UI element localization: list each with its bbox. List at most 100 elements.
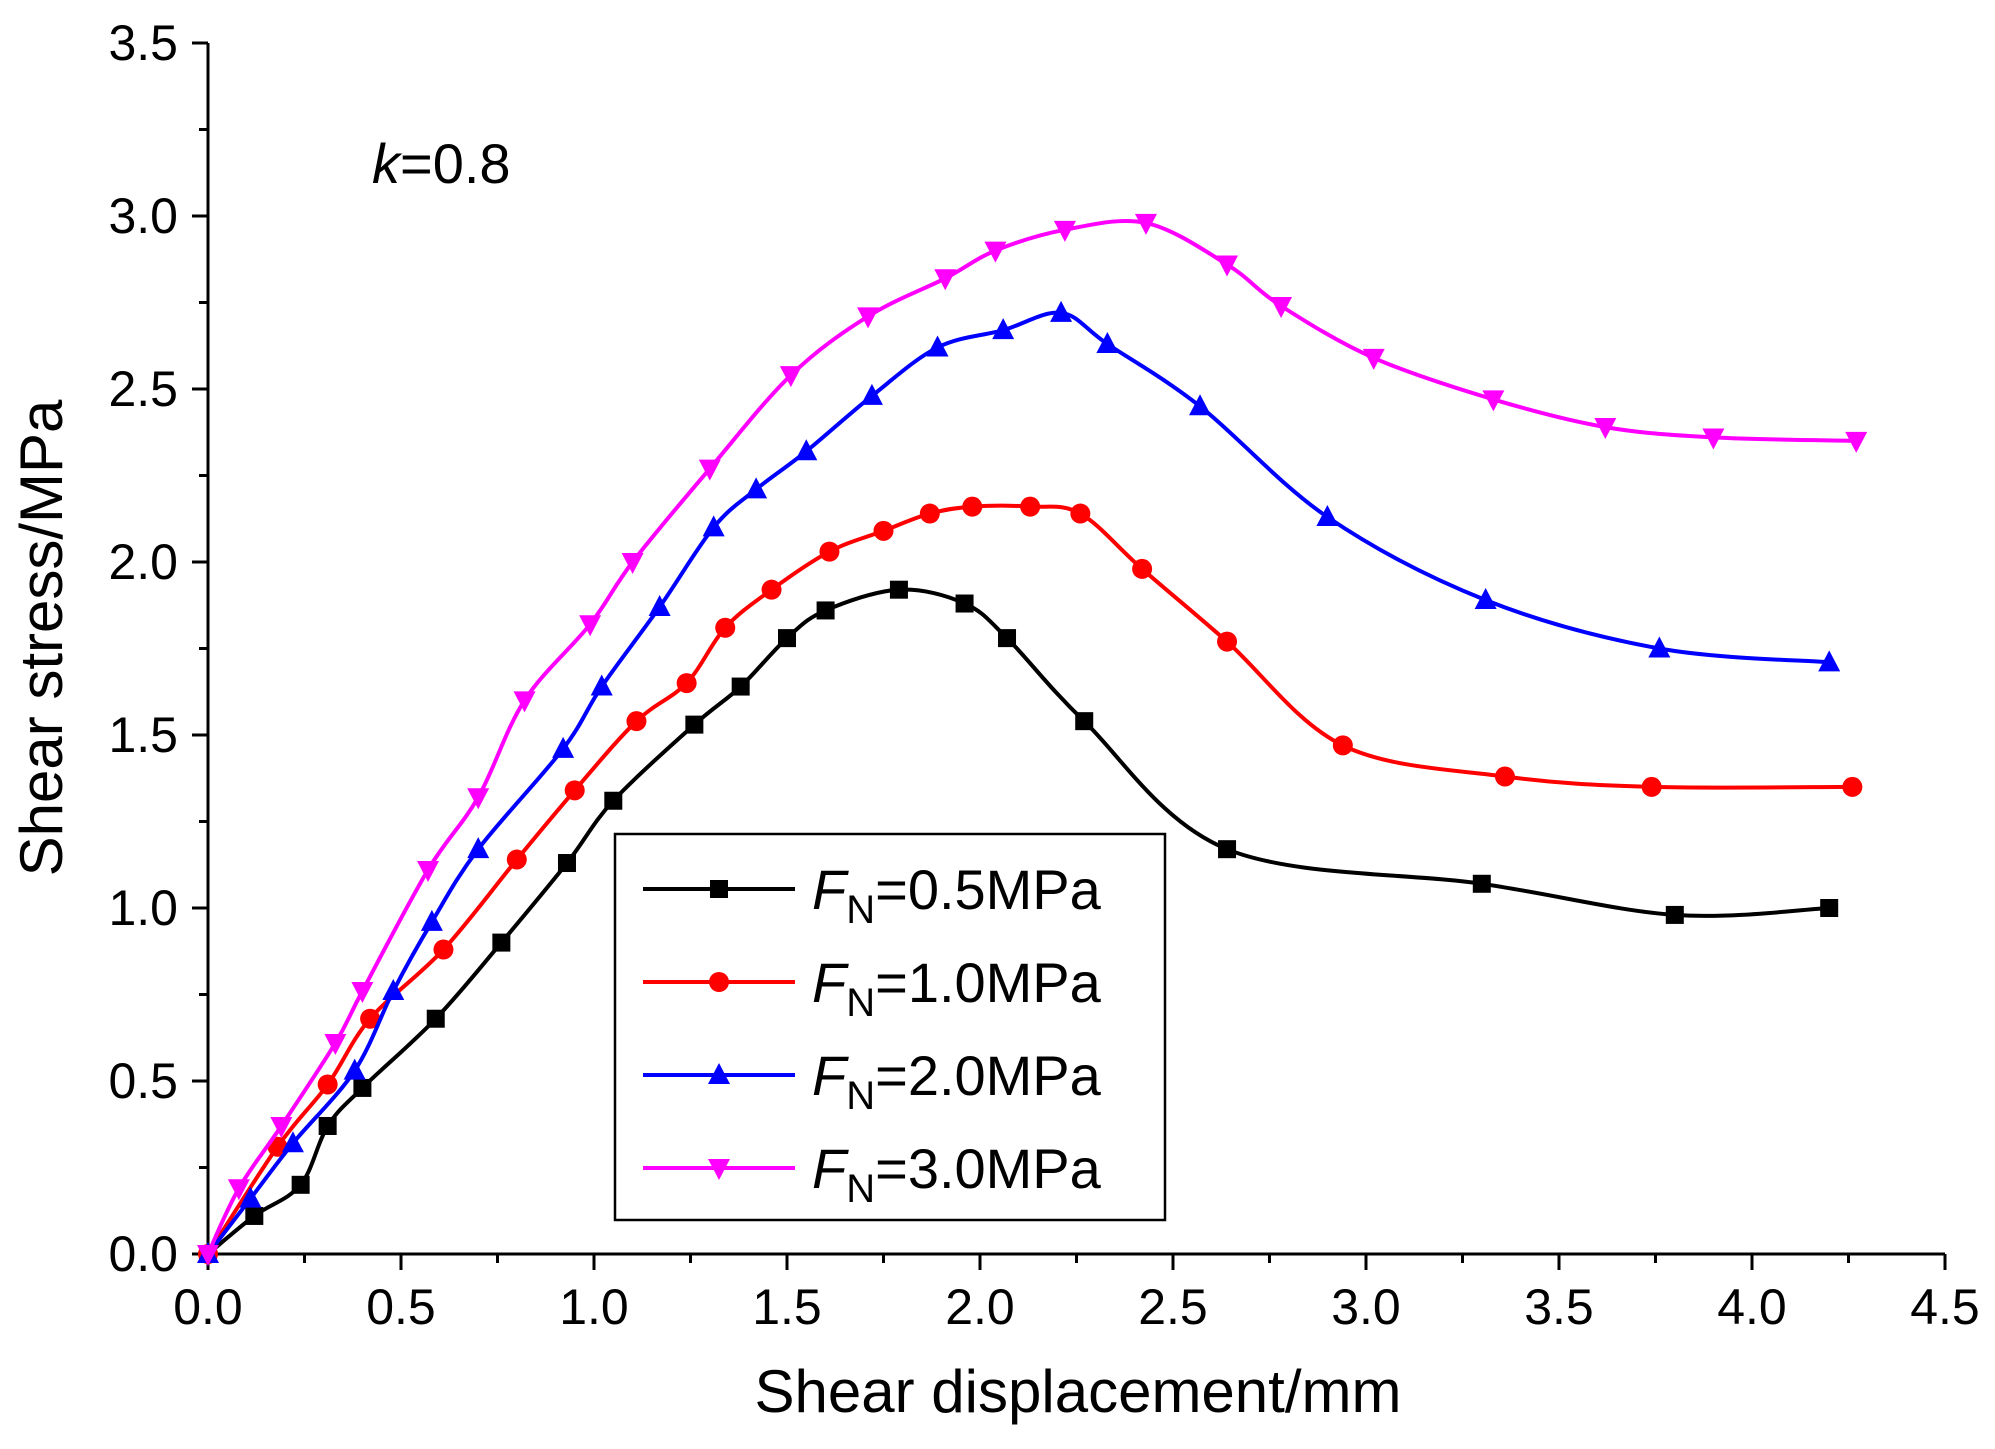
legend-label: FN=2.0MPa <box>812 1044 1102 1118</box>
data-point <box>318 1116 337 1135</box>
data-point <box>1702 428 1725 450</box>
y-tick-label: 3.0 <box>108 188 178 244</box>
data-point <box>1641 776 1662 797</box>
x-axis-title: Shear displacement/mm <box>755 1358 1402 1425</box>
data-point <box>778 629 796 648</box>
data-point <box>621 553 644 574</box>
legend-marker <box>710 880 728 898</box>
y-tick-label: 2.0 <box>108 534 178 590</box>
legend-label: FN=0.5MPa <box>812 858 1102 932</box>
data-point <box>1053 220 1076 242</box>
data-point <box>1270 296 1293 318</box>
data-point <box>557 854 576 873</box>
data-point <box>698 459 721 481</box>
data-point <box>1134 213 1157 235</box>
data-point <box>281 1131 304 1153</box>
data-point <box>926 335 949 357</box>
data-point <box>467 788 490 810</box>
data-point <box>579 615 602 637</box>
data-point <box>715 617 736 638</box>
data-point <box>1020 496 1041 517</box>
y-tick-label: 1.0 <box>108 880 178 936</box>
y-tick-label: 2.5 <box>108 361 178 417</box>
data-point <box>1332 735 1353 756</box>
data-point <box>1050 300 1073 322</box>
data-point <box>420 909 443 931</box>
data-point <box>197 1245 219 1266</box>
data-point <box>351 982 374 1004</box>
data-point <box>1362 348 1385 370</box>
data-point <box>1070 503 1091 524</box>
data-point <box>955 594 974 613</box>
series-3 <box>197 300 1841 1263</box>
x-tick-label: 0.5 <box>366 1279 436 1335</box>
data-point <box>1316 505 1339 527</box>
x-tick-label: 4.5 <box>1910 1279 1980 1335</box>
legend-marker <box>709 972 729 992</box>
y-axis-ticks: 0.0 0.5 1.0 1.5 2.0 2.5 3.0 3.5 <box>108 15 208 1282</box>
data-point <box>513 691 536 713</box>
legend-entry: FN=1.0MPa <box>643 951 1102 1025</box>
legend-marker <box>708 1063 730 1084</box>
data-point <box>934 269 957 291</box>
data-point <box>819 541 840 562</box>
data-point <box>291 1175 310 1194</box>
data-point <box>857 307 880 329</box>
data-point <box>245 1206 264 1225</box>
data-point <box>1216 255 1239 277</box>
series-layer <box>197 213 1868 1266</box>
data-point <box>1842 776 1863 797</box>
legend-label: FN=3.0MPa <box>812 1137 1102 1211</box>
data-point <box>467 837 490 859</box>
data-point <box>626 711 647 732</box>
k-annotation-var: k <box>372 132 403 195</box>
data-point <box>552 736 575 758</box>
y-tick-label: 0.5 <box>108 1053 178 1109</box>
series-line <box>206 503 1853 1256</box>
data-point <box>1845 431 1868 453</box>
data-point <box>417 860 440 882</box>
data-point <box>702 515 725 537</box>
data-point <box>317 1074 338 1095</box>
data-point <box>731 677 750 696</box>
data-point <box>239 1186 262 1208</box>
data-point <box>227 1179 250 1201</box>
x-tick-label: 2.0 <box>945 1279 1015 1335</box>
x-tick-label: 0.0 <box>173 1279 243 1335</box>
data-point <box>1132 558 1153 579</box>
data-point <box>676 673 697 694</box>
legend: FN=0.5MPa FN=1.0MPa FN=2.0MPa FN=3.0MPa <box>613 832 1167 1222</box>
data-point <box>270 1116 293 1138</box>
y-tick-label: 0.0 <box>108 1226 178 1282</box>
k-annotation-value: =0.8 <box>400 132 511 195</box>
data-point <box>984 241 1007 263</box>
data-point <box>324 1033 347 1055</box>
data-point <box>860 383 883 405</box>
data-point <box>1648 636 1671 658</box>
data-point <box>1472 874 1491 893</box>
data-point <box>1096 332 1119 354</box>
data-point <box>962 496 983 517</box>
data-point <box>1494 766 1515 787</box>
y-axis-title: Shear stress/MPa <box>8 399 75 876</box>
data-point <box>426 1009 445 1028</box>
data-point <box>648 594 671 616</box>
data-point <box>492 933 511 952</box>
data-point <box>889 580 908 599</box>
data-point <box>590 674 613 696</box>
data-point <box>604 791 623 810</box>
data-point <box>564 780 585 801</box>
data-point <box>795 439 818 461</box>
x-axis-ticks: 0.0 0.5 1.0 1.5 2.0 2.5 3.0 3.5 4.0 4.5 <box>173 1254 1980 1335</box>
data-point <box>382 979 405 1001</box>
series-line <box>206 218 1857 1255</box>
data-point <box>1075 712 1094 731</box>
legend-marker <box>708 1159 730 1180</box>
data-point <box>506 849 527 870</box>
data-point <box>353 1078 372 1097</box>
data-point <box>343 1058 366 1080</box>
data-point <box>1482 390 1505 412</box>
x-tick-label: 2.5 <box>1138 1279 1208 1335</box>
data-point <box>1474 588 1497 610</box>
